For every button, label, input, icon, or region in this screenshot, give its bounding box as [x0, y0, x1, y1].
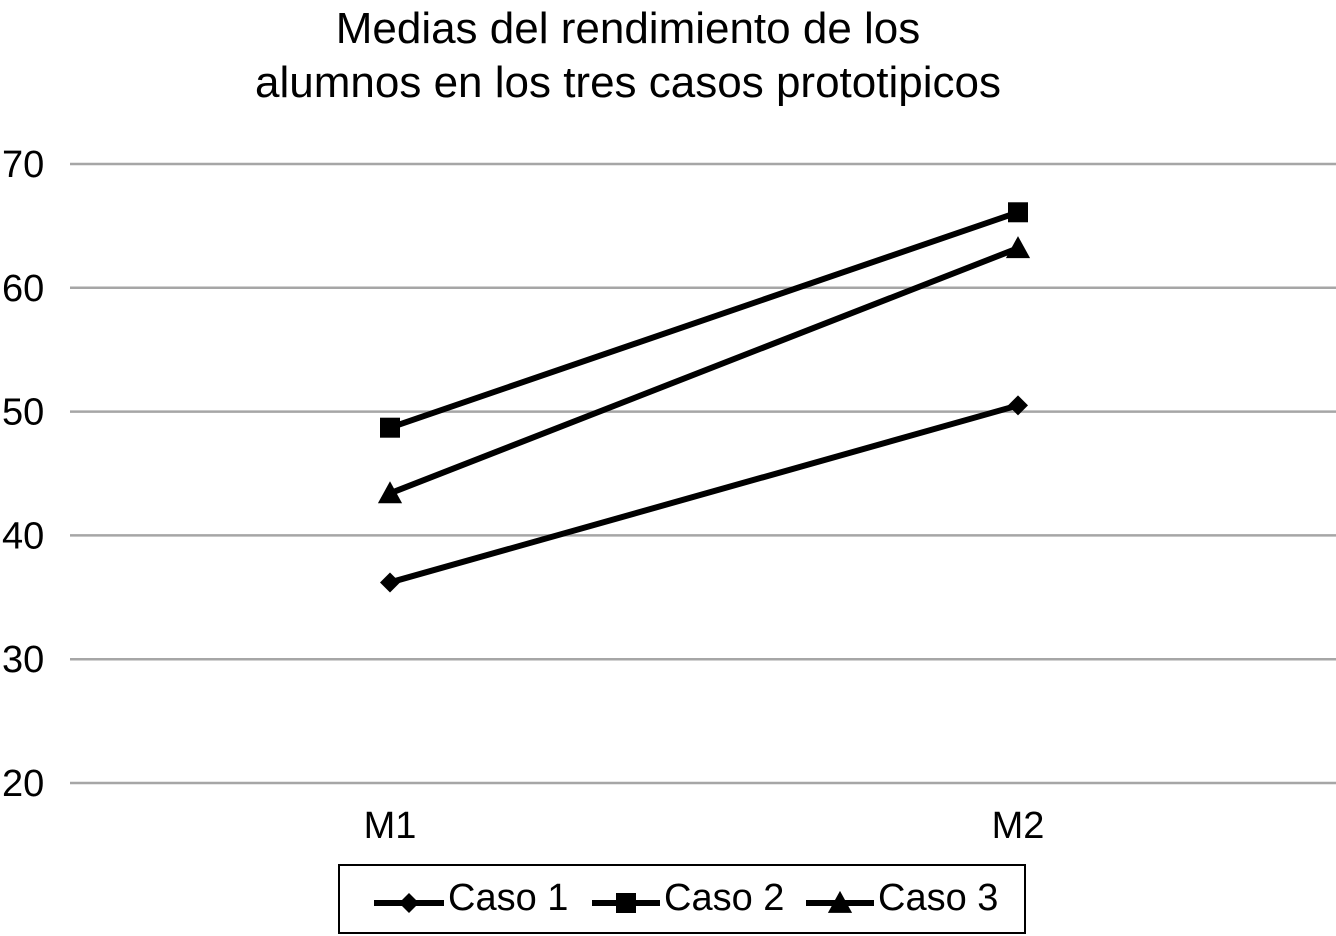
legend-marker-2 — [616, 893, 636, 913]
legend: Caso 1 Caso 2 Caso 3 — [338, 864, 1026, 934]
x-axis-ticks: M1 M2 — [364, 805, 1045, 847]
data-point-2-m2 — [1008, 202, 1028, 223]
series-line-2 — [387, 209, 1021, 431]
series-line-1 — [387, 402, 1021, 586]
line-chart: 20 30 40 50 60 70 M1 M2 — [2, 144, 1336, 847]
series-lines — [377, 202, 1031, 593]
y-tick-label-40: 40 — [2, 515, 44, 557]
series-2 — [380, 202, 1028, 438]
y-tick-label-70: 70 — [2, 144, 44, 186]
data-point-3-m1 — [377, 481, 403, 504]
legend-marker-3 — [827, 890, 853, 913]
data-point-2-m1 — [380, 417, 400, 438]
x-tick-label-m2: M2 — [992, 805, 1045, 847]
y-axis-ticks: 20 30 40 50 60 70 — [2, 144, 44, 805]
legend-markers — [374, 890, 874, 913]
chart-title-line-1: Medias del rendimiento de los — [335, 4, 921, 53]
y-tick-label-30: 30 — [2, 639, 44, 681]
x-tick-label-m1: M1 — [364, 805, 417, 847]
legend-label-caso-2: Caso 2 — [664, 877, 785, 919]
chart-title-line-2: alumnos en los tres casos prototipicos — [255, 58, 1001, 107]
legend-label-caso-3: Caso 3 — [878, 877, 999, 919]
chart-title: Medias del rendimiento de los alumnos en… — [0, 2, 1256, 110]
series-1 — [380, 395, 1028, 593]
data-point-1-m1 — [380, 572, 400, 593]
y-tick-label-50: 50 — [2, 392, 44, 434]
y-tick-label-60: 60 — [2, 268, 44, 310]
data-point-1-m2 — [1008, 395, 1028, 416]
y-tick-label-20: 20 — [2, 763, 44, 805]
series-line-3 — [387, 245, 1021, 497]
data-point-3-m2 — [1005, 236, 1031, 259]
legend-label-caso-1: Caso 1 — [448, 877, 569, 919]
series-3 — [377, 236, 1031, 504]
legend-marker-1 — [399, 893, 419, 913]
gridlines — [70, 162, 1336, 785]
